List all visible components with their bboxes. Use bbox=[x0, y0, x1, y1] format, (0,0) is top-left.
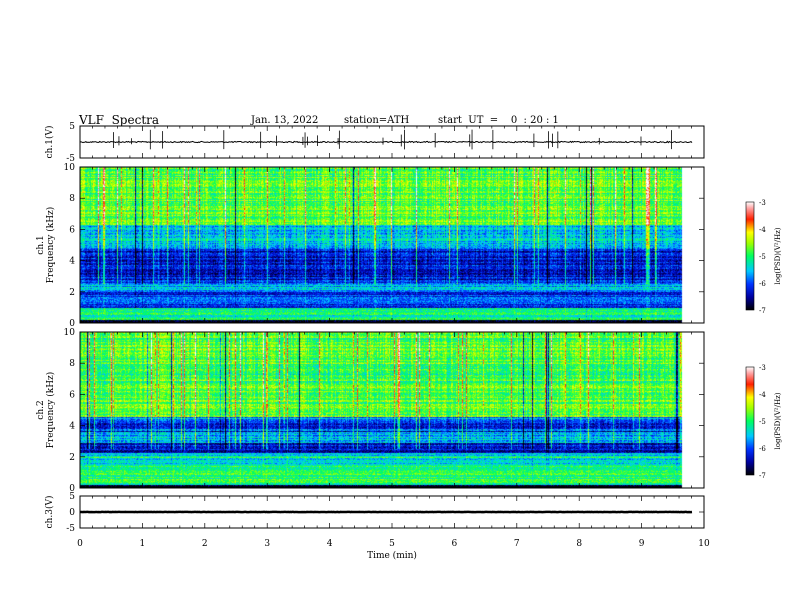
colorbar-tick-label: -4 bbox=[759, 226, 766, 234]
panel2-channel-label: ch.1 bbox=[36, 235, 46, 254]
panel3-channel-label: ch.2 bbox=[36, 400, 46, 419]
panel4-ytick-label: 0 bbox=[69, 508, 75, 518]
colorbar-tick-label: -6 bbox=[759, 280, 766, 288]
panel1-signal-trace bbox=[79, 140, 693, 144]
panel3-ytick-label: 8 bbox=[69, 359, 75, 369]
colorbar-tick-label: -7 bbox=[759, 307, 766, 315]
figure-title: VLF Spectra bbox=[79, 113, 160, 127]
panel3-ytick-label: 2 bbox=[69, 453, 75, 463]
colorbar-tick-label: -3 bbox=[759, 364, 766, 372]
panel1-ytick-label: -5 bbox=[66, 154, 75, 164]
x-tick-label: 4 bbox=[327, 539, 333, 549]
x-axis-label: Time (min) bbox=[367, 550, 417, 561]
panel3-colorbar bbox=[745, 366, 755, 476]
panel1-ytick-label: 5 bbox=[69, 122, 75, 132]
x-tick-label: 2 bbox=[202, 539, 208, 549]
panel2-ytick-label: 10 bbox=[64, 163, 76, 173]
colorbar-tick-label: -4 bbox=[759, 391, 766, 399]
ch1-spectrogram bbox=[80, 167, 694, 323]
colorbar-tick-label: -3 bbox=[759, 199, 766, 207]
colorbar-label: log(PSD)(V²/Hz) bbox=[774, 392, 782, 449]
x-tick-label: 3 bbox=[264, 539, 270, 549]
x-tick-label: 6 bbox=[452, 539, 458, 549]
x-tick-label: 9 bbox=[639, 539, 645, 549]
x-tick-label: 1 bbox=[140, 539, 146, 549]
x-tick-label: 5 bbox=[389, 539, 395, 549]
ch2-spectrogram bbox=[80, 332, 694, 488]
colorbar-tick-label: -6 bbox=[759, 445, 766, 453]
x-tick-label: 7 bbox=[514, 539, 520, 549]
panel2-ytick-label: 8 bbox=[69, 194, 75, 204]
panel4-ylabel: ch.3(V) bbox=[44, 496, 55, 529]
x-tick-label: 0 bbox=[77, 539, 83, 549]
panel2-ytick-label: 4 bbox=[69, 257, 75, 267]
panel2-ytick-label: 6 bbox=[69, 225, 75, 235]
colorbar-tick-label: -7 bbox=[759, 472, 766, 480]
panel-frame-2 bbox=[79, 166, 705, 324]
x-tick-label: 8 bbox=[576, 539, 582, 549]
panel3-ytick-label: 4 bbox=[69, 422, 75, 432]
colorbar-tick-label: -5 bbox=[759, 253, 766, 261]
panel2-ytick-label: 0 bbox=[69, 319, 75, 329]
panel3-ytick-label: 10 bbox=[64, 328, 76, 338]
station-label: station=ATH bbox=[344, 115, 410, 126]
panel2-colorbar bbox=[745, 201, 755, 311]
panel2-ytick-label: 2 bbox=[69, 288, 75, 298]
colorbar-label: log(PSD)(V²/Hz) bbox=[774, 227, 782, 284]
start-time-label: start UT = 0 : 20 : 1 bbox=[438, 115, 559, 126]
panel4-ytick-label: 5 bbox=[69, 492, 75, 502]
panel1-ylabel: ch.1(V) bbox=[44, 126, 55, 159]
panel4-ytick-label: -5 bbox=[66, 524, 75, 534]
panel3-ytick-label: 0 bbox=[69, 484, 75, 494]
panel3-ytick-label: 6 bbox=[69, 390, 75, 400]
panel-frame-3 bbox=[79, 331, 705, 489]
date-label: Jan. 13, 2022 bbox=[251, 115, 319, 126]
panel3-ylabel: Frequency (kHz) bbox=[45, 372, 56, 449]
colorbar-tick-label: -5 bbox=[759, 418, 766, 426]
panel2-ylabel: Frequency (kHz) bbox=[45, 207, 56, 284]
x-tick-label: 10 bbox=[698, 539, 710, 549]
